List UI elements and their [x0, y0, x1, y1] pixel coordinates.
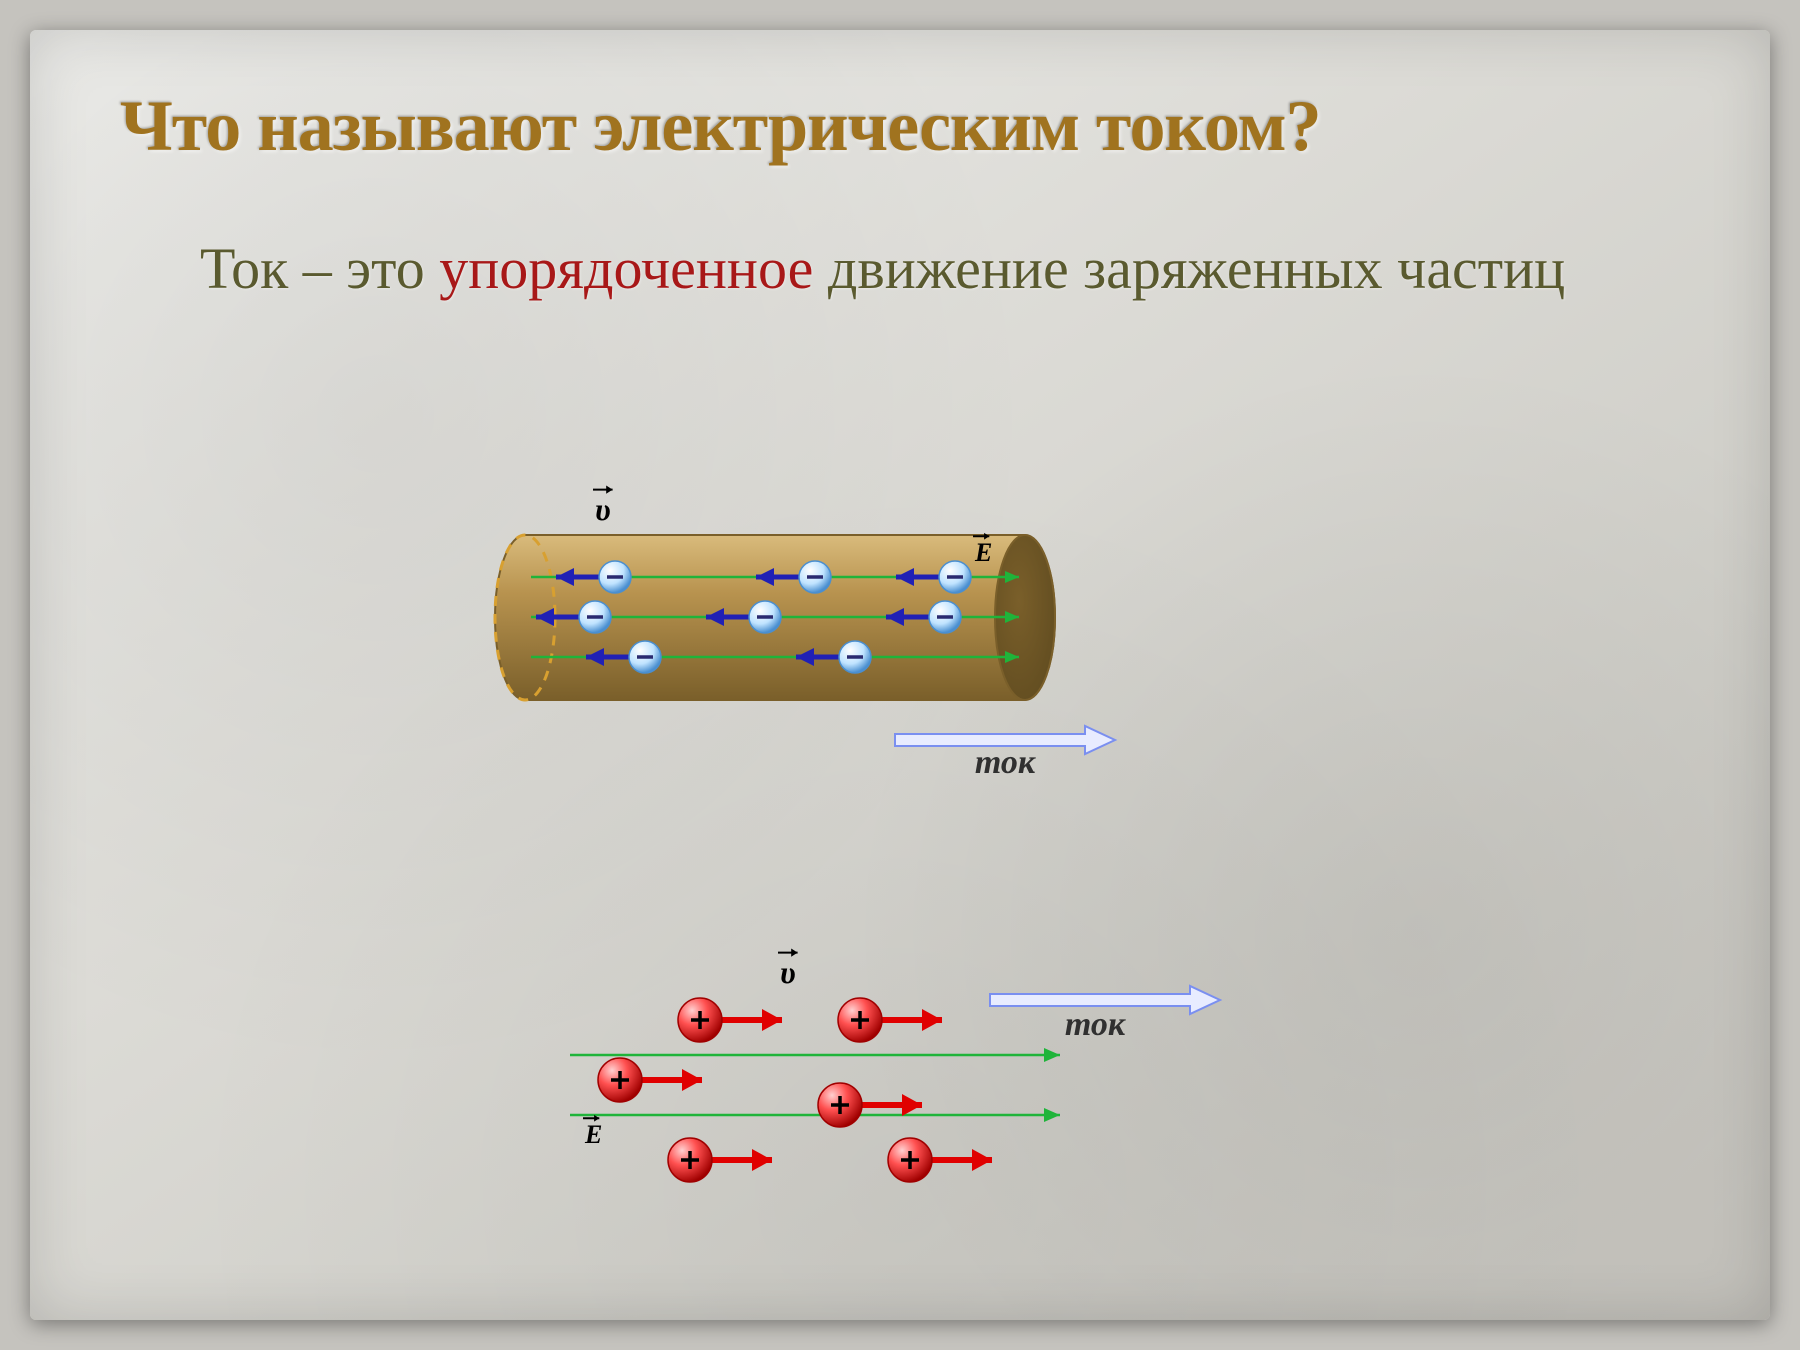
title-text: Что называют электрическим током? [120, 86, 1321, 166]
svg-text:υ: υ [780, 954, 796, 990]
conductor-diagram: υEток [495, 535, 1195, 835]
svg-text:ток: ток [1065, 1006, 1126, 1043]
def-part-2: упорядоченное [439, 236, 828, 301]
svg-text:υ: υ [595, 491, 611, 527]
def-part-3: движение заряженных частиц [828, 236, 1565, 301]
slide-title: Что называют электрическим током? [120, 85, 1710, 168]
def-part-1: Ток – это [200, 236, 439, 301]
svg-text:ток: ток [975, 744, 1036, 781]
positive-charges-diagram: υEток [540, 965, 1260, 1265]
svg-text:E: E [584, 1120, 602, 1149]
svg-text:E: E [974, 538, 992, 567]
conductor-svg: υEток [495, 535, 1195, 835]
positives-svg: υEток [540, 965, 1260, 1265]
definition-text: Ток – это упорядоченное движение заряжен… [200, 230, 1650, 308]
paper-background: Что называют электрическим током? Ток – … [30, 30, 1770, 1320]
